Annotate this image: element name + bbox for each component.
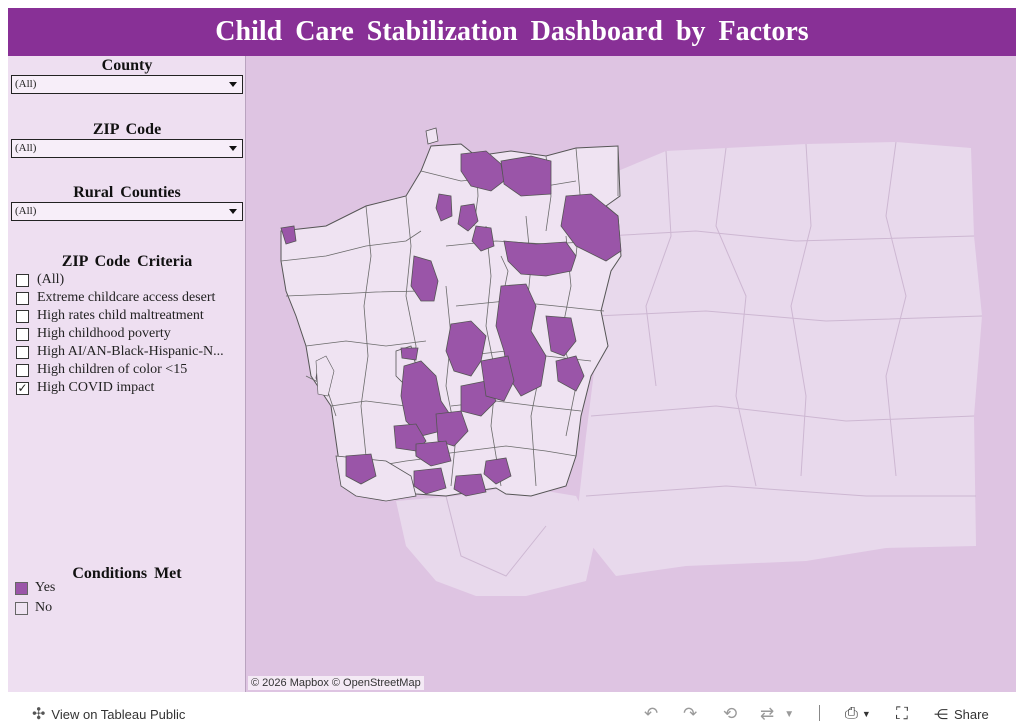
chevron-down-icon bbox=[229, 209, 237, 214]
view-on-tableau-label: View on Tableau Public bbox=[51, 706, 186, 722]
criteria-label: High rates child maltreatment bbox=[37, 308, 204, 323]
map-region-island bbox=[425, 127, 439, 145]
legend-item-no[interactable]: No bbox=[15, 600, 52, 616]
redo-icon: ↷ bbox=[683, 704, 698, 723]
legend-label-yes: Yes bbox=[35, 580, 56, 595]
criteria-item-aian-black-hispanic[interactable]: High AI/AN-Black-Hispanic-N... bbox=[16, 343, 241, 361]
refresh-icon: ⇄ bbox=[760, 704, 775, 723]
map-region-coast bbox=[315, 355, 335, 397]
checkbox[interactable]: ✓ bbox=[16, 380, 29, 395]
criteria-item-access-desert[interactable]: Extreme childcare access desert bbox=[16, 289, 241, 307]
checkbox[interactable] bbox=[16, 273, 29, 287]
chevron-down-icon bbox=[229, 146, 237, 151]
county-filter-label: County bbox=[101, 57, 153, 74]
criteria-label: High childhood poverty bbox=[37, 326, 171, 341]
legend-label-no: No bbox=[35, 600, 53, 615]
share-label: Share bbox=[954, 706, 989, 722]
criteria-item-children-of-color[interactable]: High children of color <15 bbox=[16, 361, 241, 379]
filter-sidebar: County (All) ZIP Code (All) Rural Counti… bbox=[8, 56, 246, 692]
chevron-down-icon bbox=[229, 82, 237, 87]
criteria-title: ZIP Code Criteria bbox=[61, 253, 193, 270]
checkbox[interactable] bbox=[16, 309, 29, 323]
criteria-list: (All) Extreme childcare access desert Hi… bbox=[16, 271, 241, 397]
share-button[interactable]: ⋲ Share bbox=[934, 704, 989, 724]
zip-code-map[interactable]: © 2026 Mapbox © OpenStreetMap bbox=[246, 56, 1016, 692]
checkbox[interactable] bbox=[16, 291, 29, 305]
map-region-main bbox=[280, 143, 622, 497]
map-faded-borders bbox=[445, 141, 983, 577]
share-icon: ⋲ bbox=[934, 705, 948, 722]
map-faded-region-east bbox=[576, 142, 982, 576]
map-attribution[interactable]: © 2026 Mapbox © OpenStreetMap bbox=[248, 676, 424, 690]
legend-title: Conditions Met bbox=[72, 565, 182, 582]
criteria-label: Extreme childcare access desert bbox=[37, 290, 216, 305]
criteria-label: High AI/AN-Black-Hispanic-N... bbox=[37, 344, 224, 359]
undo-icon: ↶ bbox=[644, 704, 659, 723]
criteria-label: (All) bbox=[37, 272, 65, 287]
county-select[interactable]: (All) bbox=[11, 75, 243, 94]
dashboard-title: Child Care Stabilization Dashboard by Fa… bbox=[8, 8, 1016, 56]
refresh-button[interactable]: ⇄ ▼ bbox=[760, 704, 794, 724]
fullscreen-icon: ⛶ bbox=[896, 704, 908, 723]
criteria-item-covid-impact[interactable]: ✓ High COVID impact bbox=[16, 379, 241, 397]
view-on-tableau-public-link[interactable]: ✣ View on Tableau Public bbox=[32, 704, 185, 724]
toolbar-divider bbox=[819, 705, 820, 721]
download-button[interactable]: ⎙ ▼ bbox=[845, 704, 871, 724]
rural-filter-label: Rural Counties bbox=[73, 184, 181, 201]
chevron-down-icon: ▼ bbox=[784, 708, 795, 720]
criteria-item-poverty[interactable]: High childhood poverty bbox=[16, 325, 241, 343]
download-icon: ⎙ bbox=[845, 705, 858, 722]
rural-select-value: (All) bbox=[15, 205, 37, 217]
revert-icon: ⟲ bbox=[723, 704, 738, 723]
rural-select[interactable]: (All) bbox=[11, 202, 243, 221]
chevron-down-icon: ▼ bbox=[861, 709, 871, 719]
revert-button[interactable]: ⟲ bbox=[723, 704, 737, 724]
county-select-value: (All) bbox=[15, 78, 37, 90]
redo-button[interactable]: ↷ bbox=[683, 704, 697, 724]
zip-filter-label: ZIP Code bbox=[92, 121, 162, 138]
map-canvas[interactable] bbox=[246, 56, 1016, 692]
criteria-label: High children of color <15 bbox=[37, 362, 188, 377]
criteria-item-maltreatment[interactable]: High rates child maltreatment bbox=[16, 307, 241, 325]
map-faded-region-south bbox=[396, 486, 596, 596]
checkbox[interactable] bbox=[16, 327, 29, 341]
undo-button[interactable]: ↶ bbox=[644, 704, 658, 724]
criteria-label: High COVID impact bbox=[37, 380, 155, 395]
legend-item-yes[interactable]: Yes bbox=[15, 580, 55, 596]
checkbox[interactable] bbox=[16, 363, 29, 377]
criteria-item-all[interactable]: (All) bbox=[16, 271, 241, 289]
toolbar-footer: ✣ View on Tableau Public ↶ ↷ ⟲ ⇄ ▼ ⎙ ▼ ⛶… bbox=[0, 700, 1024, 727]
zip-select[interactable]: (All) bbox=[11, 139, 243, 158]
fullscreen-button[interactable]: ⛶ bbox=[896, 704, 908, 724]
tableau-icon: ✣ bbox=[32, 706, 46, 723]
zip-select-value: (All) bbox=[15, 142, 37, 154]
checkbox[interactable] bbox=[16, 345, 29, 359]
legend-swatch-no bbox=[15, 601, 28, 615]
legend-swatch-yes bbox=[15, 581, 28, 595]
